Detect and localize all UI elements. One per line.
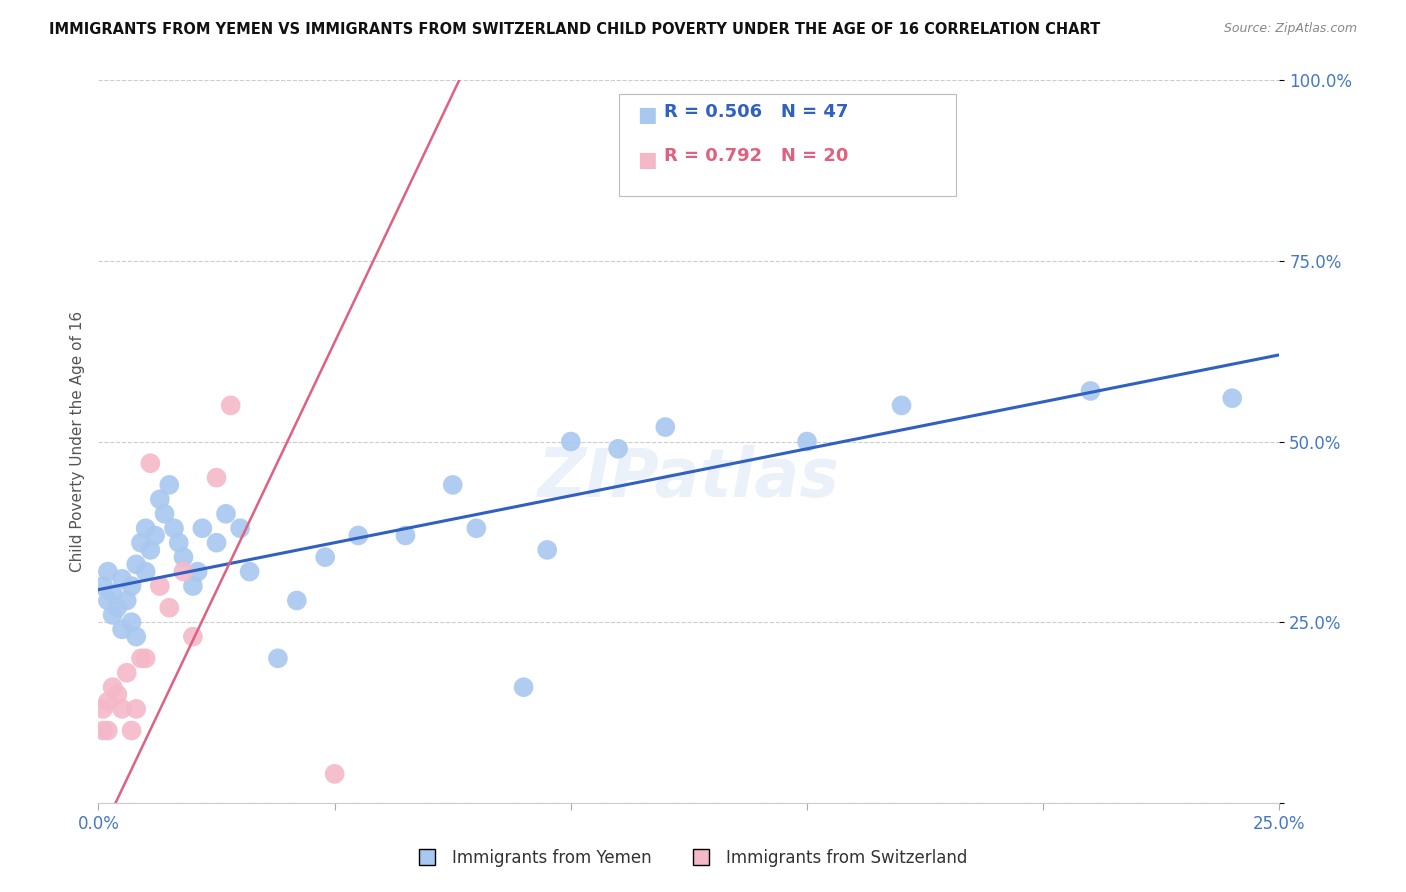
Point: [121, 723, 143, 738]
Point: [285, 593, 308, 607]
Point: [394, 528, 416, 542]
Text: ■: ■: [637, 150, 657, 169]
Point: [111, 623, 134, 637]
Point: [97, 723, 120, 738]
Point: [91, 579, 114, 593]
Point: [91, 702, 114, 716]
Point: [167, 535, 190, 549]
Point: [205, 470, 228, 484]
Y-axis label: Child Poverty Under the Age of 16: Child Poverty Under the Age of 16: [69, 311, 84, 572]
Point: [890, 398, 912, 412]
Point: [465, 521, 488, 535]
Point: [149, 492, 172, 507]
Point: [560, 434, 582, 449]
Point: [125, 558, 148, 572]
Text: ■: ■: [637, 105, 657, 125]
Point: [239, 565, 262, 579]
Point: [101, 586, 124, 600]
Point: [512, 680, 534, 694]
Text: R = 0.506   N = 47: R = 0.506 N = 47: [664, 103, 848, 120]
Point: [654, 420, 676, 434]
Point: [135, 565, 157, 579]
Point: [111, 572, 134, 586]
Text: ZIPatlas: ZIPatlas: [538, 445, 839, 510]
Point: [121, 615, 143, 630]
Text: IMMIGRANTS FROM YEMEN VS IMMIGRANTS FROM SWITZERLAND CHILD POVERTY UNDER THE AGE: IMMIGRANTS FROM YEMEN VS IMMIGRANTS FROM…: [49, 22, 1101, 37]
Point: [181, 579, 204, 593]
Point: [191, 521, 214, 535]
Point: [115, 665, 138, 680]
Point: [172, 550, 194, 565]
Point: [153, 507, 176, 521]
Point: [1220, 391, 1243, 405]
Point: [163, 521, 186, 535]
Point: [97, 695, 120, 709]
Point: [347, 528, 370, 542]
Point: [121, 579, 143, 593]
Point: [135, 651, 157, 665]
Point: [607, 442, 630, 456]
Text: R = 0.792   N = 20: R = 0.792 N = 20: [664, 147, 848, 165]
Point: [157, 600, 180, 615]
Point: [101, 680, 124, 694]
Point: [97, 593, 120, 607]
Point: [157, 478, 180, 492]
Point: [91, 723, 114, 738]
Point: [139, 456, 162, 470]
Point: [105, 600, 128, 615]
Point: [219, 398, 242, 412]
Text: Source: ZipAtlas.com: Source: ZipAtlas.com: [1223, 22, 1357, 36]
Point: [125, 702, 148, 716]
Point: [135, 521, 157, 535]
Point: [97, 565, 120, 579]
Point: [314, 550, 336, 565]
Point: [139, 542, 162, 557]
Point: [187, 565, 209, 579]
Point: [105, 687, 128, 701]
Point: [1080, 384, 1102, 398]
Point: [181, 630, 204, 644]
Point: [172, 565, 194, 579]
Point: [323, 767, 346, 781]
Point: [115, 593, 138, 607]
Point: [101, 607, 124, 622]
Point: [149, 579, 172, 593]
Legend: Immigrants from Yemen, Immigrants from Switzerland: Immigrants from Yemen, Immigrants from S…: [404, 843, 974, 874]
Point: [229, 521, 252, 535]
Point: [111, 702, 134, 716]
Point: [143, 528, 166, 542]
Point: [205, 535, 228, 549]
Point: [129, 651, 152, 665]
Point: [441, 478, 464, 492]
Point: [129, 535, 152, 549]
Point: [267, 651, 290, 665]
Point: [215, 507, 238, 521]
Point: [796, 434, 818, 449]
Point: [536, 542, 558, 557]
Point: [125, 630, 148, 644]
